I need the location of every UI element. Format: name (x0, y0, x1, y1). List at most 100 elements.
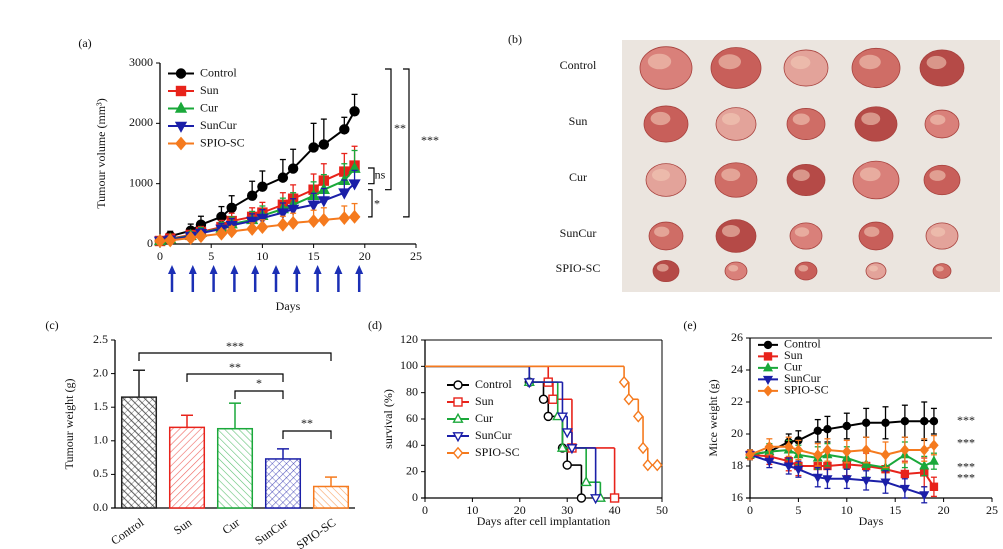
bracket (283, 431, 331, 439)
tumour (787, 108, 825, 139)
legend-marker (177, 69, 186, 78)
legend-label: Cur (475, 411, 493, 425)
bracket (235, 391, 283, 399)
annotation: ** (229, 360, 241, 374)
tumour (926, 223, 958, 249)
tumour (866, 263, 886, 279)
tumour-highlight (728, 265, 738, 272)
tumour-highlight (931, 227, 945, 237)
marker (843, 423, 850, 430)
legend-label: Sun (475, 394, 494, 408)
marker (350, 107, 359, 116)
y-axis-label: survival (%) (381, 389, 395, 449)
legend-marker (176, 138, 186, 150)
y-tick-label: 60 (406, 411, 418, 425)
y-axis-label: Tumour weight (g) (62, 379, 76, 470)
panel-label: (b) (508, 32, 522, 46)
tumour (859, 222, 893, 250)
marker (248, 191, 257, 200)
y-tick-label: 0 (412, 490, 418, 504)
marker (882, 479, 890, 486)
panel-label: (a) (78, 36, 91, 50)
y-tick-label: 2.0 (93, 365, 108, 379)
arrow-head (355, 265, 363, 274)
marker (544, 412, 552, 420)
tumour (924, 165, 960, 195)
series-line (750, 455, 924, 495)
x-tick-label: 0 (422, 503, 428, 517)
y-tick-label: 22 (731, 394, 743, 408)
tumour-highlight (651, 112, 671, 125)
legend-label: SunCur (475, 428, 512, 442)
marker (639, 443, 648, 453)
marker (350, 211, 360, 223)
bar (266, 459, 301, 508)
tumour-highlight (722, 113, 740, 125)
x-axis-label: Days (276, 299, 301, 313)
marker (824, 476, 832, 483)
tumour (653, 260, 679, 281)
marker (319, 214, 329, 226)
tumour (646, 164, 686, 197)
legend-marker (765, 341, 772, 348)
marker (288, 217, 298, 229)
marker (814, 474, 822, 481)
legend-marker (765, 353, 772, 360)
marker (824, 426, 831, 433)
x-tick-label: 50 (656, 503, 668, 517)
marker (278, 173, 287, 182)
tumour (933, 264, 951, 279)
tumour (716, 108, 756, 141)
x-tick-label: 15 (889, 503, 901, 517)
x-tick-label: 20 (359, 249, 371, 263)
bracket (385, 69, 391, 190)
legend-label: SunCur (200, 118, 237, 132)
marker (785, 463, 793, 470)
tumour-highlight (793, 114, 810, 125)
row-label: Sun (569, 114, 588, 128)
bar (122, 397, 157, 508)
arrow-head (210, 265, 218, 274)
x-axis-label: Days (859, 514, 884, 528)
x-tick-label: 10 (256, 249, 268, 263)
tumour (790, 223, 822, 249)
tumour (711, 48, 761, 89)
marker (247, 223, 257, 235)
tumour (716, 220, 756, 253)
marker (824, 445, 832, 454)
tumour-highlight (654, 227, 669, 237)
marker (611, 494, 619, 502)
y-tick-label: 2000 (129, 115, 153, 129)
marker (921, 418, 928, 425)
legend-marker (454, 398, 462, 406)
x-tick-label: 25 (986, 503, 998, 517)
x-tick-label: 0 (747, 503, 753, 517)
annotation: *** (421, 133, 439, 147)
annotation: *** (957, 435, 975, 449)
marker (901, 471, 908, 478)
bracket (403, 69, 409, 217)
marker (882, 450, 890, 459)
legend-marker (764, 386, 772, 395)
arrow-head (334, 265, 342, 274)
marker (930, 418, 937, 425)
tumour (649, 222, 683, 250)
marker (653, 460, 662, 470)
tumour (853, 161, 899, 199)
tumour-highlight (652, 169, 670, 181)
tumour-highlight (722, 225, 740, 237)
y-tick-label: 0 (147, 236, 153, 250)
annotation: *** (226, 339, 244, 353)
marker (289, 164, 298, 173)
arrow-head (189, 265, 197, 274)
y-tick-label: 120 (400, 332, 418, 346)
tumour (852, 48, 900, 87)
x-tick-label: 10 (841, 503, 853, 517)
y-tick-label: 18 (731, 458, 743, 472)
legend-label: SPIO-SC (475, 445, 520, 459)
tumour (795, 262, 817, 280)
x-tick-label: 25 (410, 249, 422, 263)
legend-label: SPIO-SC (200, 135, 245, 149)
marker (930, 441, 938, 450)
annotation: *** (957, 413, 975, 427)
